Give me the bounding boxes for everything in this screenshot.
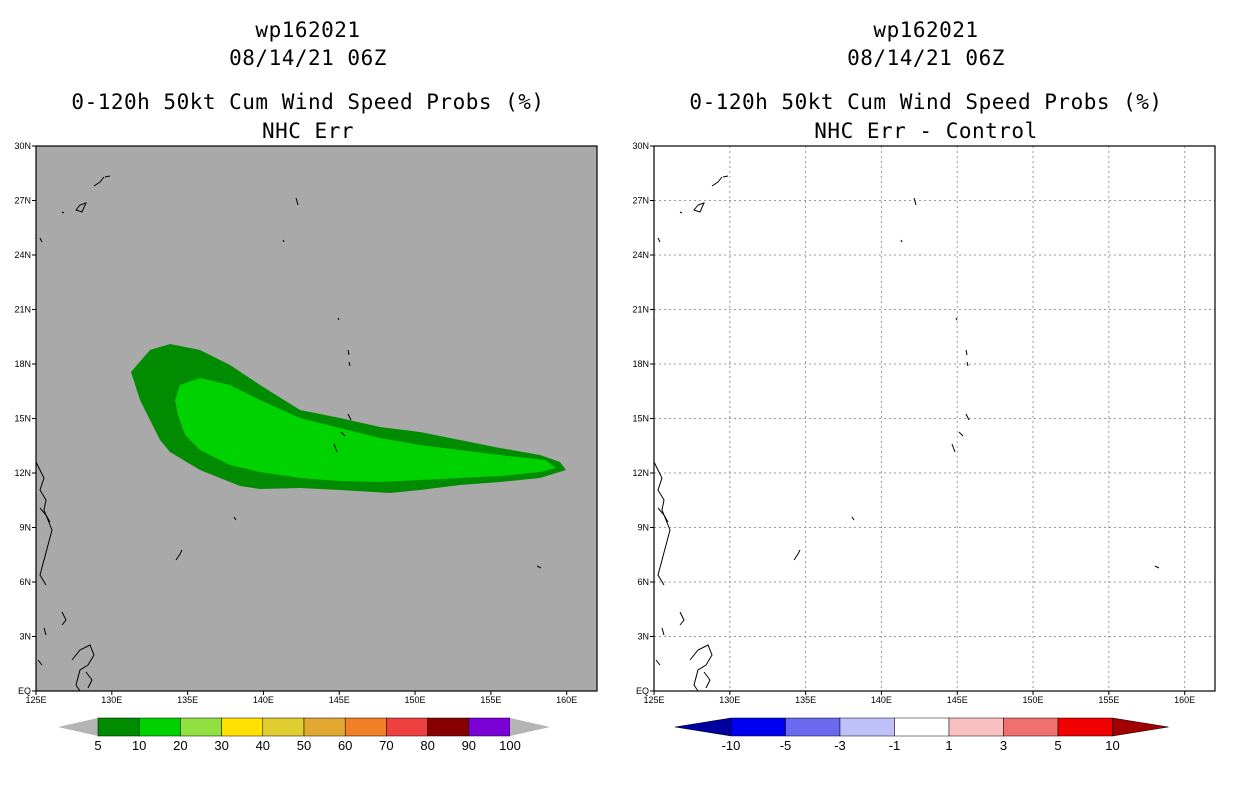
colorbar-label: 100 bbox=[499, 738, 521, 753]
right-product-title: 0-120h 50kt Cum Wind Speed Probs (%) bbox=[689, 90, 1163, 114]
lat-tick-label: 24N bbox=[14, 250, 31, 260]
lat-tick-label: 18N bbox=[632, 359, 649, 369]
colorbar-segment bbox=[180, 717, 222, 737]
prob-contour-10pct bbox=[175, 378, 556, 482]
lat-tick-label: EQ bbox=[18, 686, 31, 696]
left-coastlines bbox=[35, 175, 542, 692]
right-gridlines bbox=[654, 146, 1215, 691]
lat-tick-label: 30N bbox=[632, 141, 649, 151]
lon-tick-label: 140E bbox=[871, 695, 892, 705]
right-datetime: 08/14/21 06Z bbox=[847, 46, 1005, 70]
colorbar-label: -1 bbox=[889, 738, 901, 753]
lat-tick-label: 6N bbox=[19, 577, 31, 587]
lat-tick-label: 15N bbox=[632, 414, 649, 424]
lat-tick-label: 27N bbox=[632, 196, 649, 206]
lat-tick-label: 21N bbox=[632, 305, 649, 315]
lat-tick-label: EQ bbox=[636, 686, 649, 696]
prob-contour-5pct bbox=[131, 344, 566, 493]
colorbar-segment bbox=[894, 717, 950, 737]
lat-tick-label: 3N bbox=[637, 632, 649, 642]
colorbar-label: 40 bbox=[256, 738, 270, 753]
colorbar-low-arrow bbox=[674, 717, 732, 737]
colorbar-segment bbox=[427, 717, 470, 737]
lat-tick-label: 30N bbox=[14, 141, 31, 151]
lat-tick-label: 18N bbox=[14, 359, 31, 369]
colorbar-segment bbox=[138, 717, 181, 737]
lon-tick-label: 160E bbox=[1174, 695, 1195, 705]
colorbar-high-arrow bbox=[1112, 717, 1169, 737]
lon-tick-label: 150E bbox=[1023, 695, 1044, 705]
colorbar-segment bbox=[386, 717, 428, 737]
lon-tick-label: 130E bbox=[101, 695, 122, 705]
right-storm-id: wp162021 bbox=[873, 18, 979, 42]
colorbar-high-arrow bbox=[510, 718, 550, 736]
colorbar-segment bbox=[468, 717, 511, 737]
colorbar-label: 5 bbox=[1054, 738, 1061, 753]
colorbar-segment bbox=[1003, 717, 1059, 737]
colorbar-segment bbox=[730, 717, 786, 737]
lon-tick-label: 155E bbox=[480, 695, 501, 705]
lat-tick-label: 3N bbox=[19, 632, 31, 642]
lon-tick-label: 145E bbox=[947, 695, 968, 705]
lat-tick-label: 27N bbox=[14, 196, 31, 206]
colorbar-segment bbox=[303, 717, 346, 737]
colorbar-segment bbox=[97, 717, 140, 737]
colorbar-label: 80 bbox=[420, 738, 434, 753]
lon-tick-label: 145E bbox=[329, 695, 350, 705]
colorbar-low-arrow bbox=[58, 718, 98, 736]
colorbar-segment bbox=[262, 717, 305, 737]
colorbar-segment bbox=[344, 717, 387, 737]
colorbar-segment bbox=[948, 717, 1004, 737]
left-product-title: 0-120h 50kt Cum Wind Speed Probs (%) bbox=[71, 90, 545, 114]
left-storm-id: wp162021 bbox=[255, 18, 361, 42]
lat-tick-label: 9N bbox=[19, 523, 31, 533]
colorbar-label: 50 bbox=[297, 738, 311, 753]
colorbar-segment bbox=[1057, 717, 1113, 737]
colorbar-label: 20 bbox=[173, 738, 187, 753]
colorbar-label: 60 bbox=[338, 738, 352, 753]
left-subtitle: NHC Err bbox=[261, 119, 354, 143]
colorbar-segment bbox=[839, 717, 895, 737]
lon-tick-label: 160E bbox=[556, 695, 577, 705]
lon-tick-label: 140E bbox=[253, 695, 274, 705]
lon-tick-label: 125E bbox=[25, 695, 46, 705]
right-subtitle: NHC Err - Control bbox=[814, 119, 1038, 143]
lon-tick-label: 135E bbox=[795, 695, 816, 705]
lat-tick-label: 6N bbox=[637, 577, 649, 587]
colorbar-label: 90 bbox=[462, 738, 476, 753]
colorbar-label: 70 bbox=[379, 738, 393, 753]
lat-tick-label: 12N bbox=[14, 468, 31, 478]
lat-tick-label: 12N bbox=[632, 468, 649, 478]
lat-tick-label: 24N bbox=[632, 250, 649, 260]
left-map-background bbox=[36, 146, 597, 691]
colorbar-label: -10 bbox=[722, 738, 741, 753]
lon-tick-label: 135E bbox=[177, 695, 198, 705]
lon-tick-label: 125E bbox=[643, 695, 664, 705]
colorbar-segment bbox=[221, 717, 264, 737]
colorbar-label: -5 bbox=[780, 738, 792, 753]
right-coastlines bbox=[653, 175, 1160, 692]
colorbar-label: 10 bbox=[1105, 738, 1119, 753]
lat-tick-label: 21N bbox=[14, 305, 31, 315]
colorbar-label: -3 bbox=[834, 738, 846, 753]
lon-tick-label: 155E bbox=[1098, 695, 1119, 705]
right-map-background bbox=[654, 146, 1215, 691]
colorbar-label: 30 bbox=[214, 738, 228, 753]
colorbar-label: 3 bbox=[1000, 738, 1007, 753]
lon-tick-label: 150E bbox=[405, 695, 426, 705]
colorbar-label: 1 bbox=[945, 738, 952, 753]
lon-tick-label: 130E bbox=[719, 695, 740, 705]
lat-tick-label: 9N bbox=[637, 523, 649, 533]
left-datetime: 08/14/21 06Z bbox=[229, 46, 387, 70]
colorbar-label: 5 bbox=[94, 738, 101, 753]
colorbar-segment bbox=[785, 717, 841, 737]
colorbar-label: 10 bbox=[132, 738, 146, 753]
lat-tick-label: 15N bbox=[14, 414, 31, 424]
